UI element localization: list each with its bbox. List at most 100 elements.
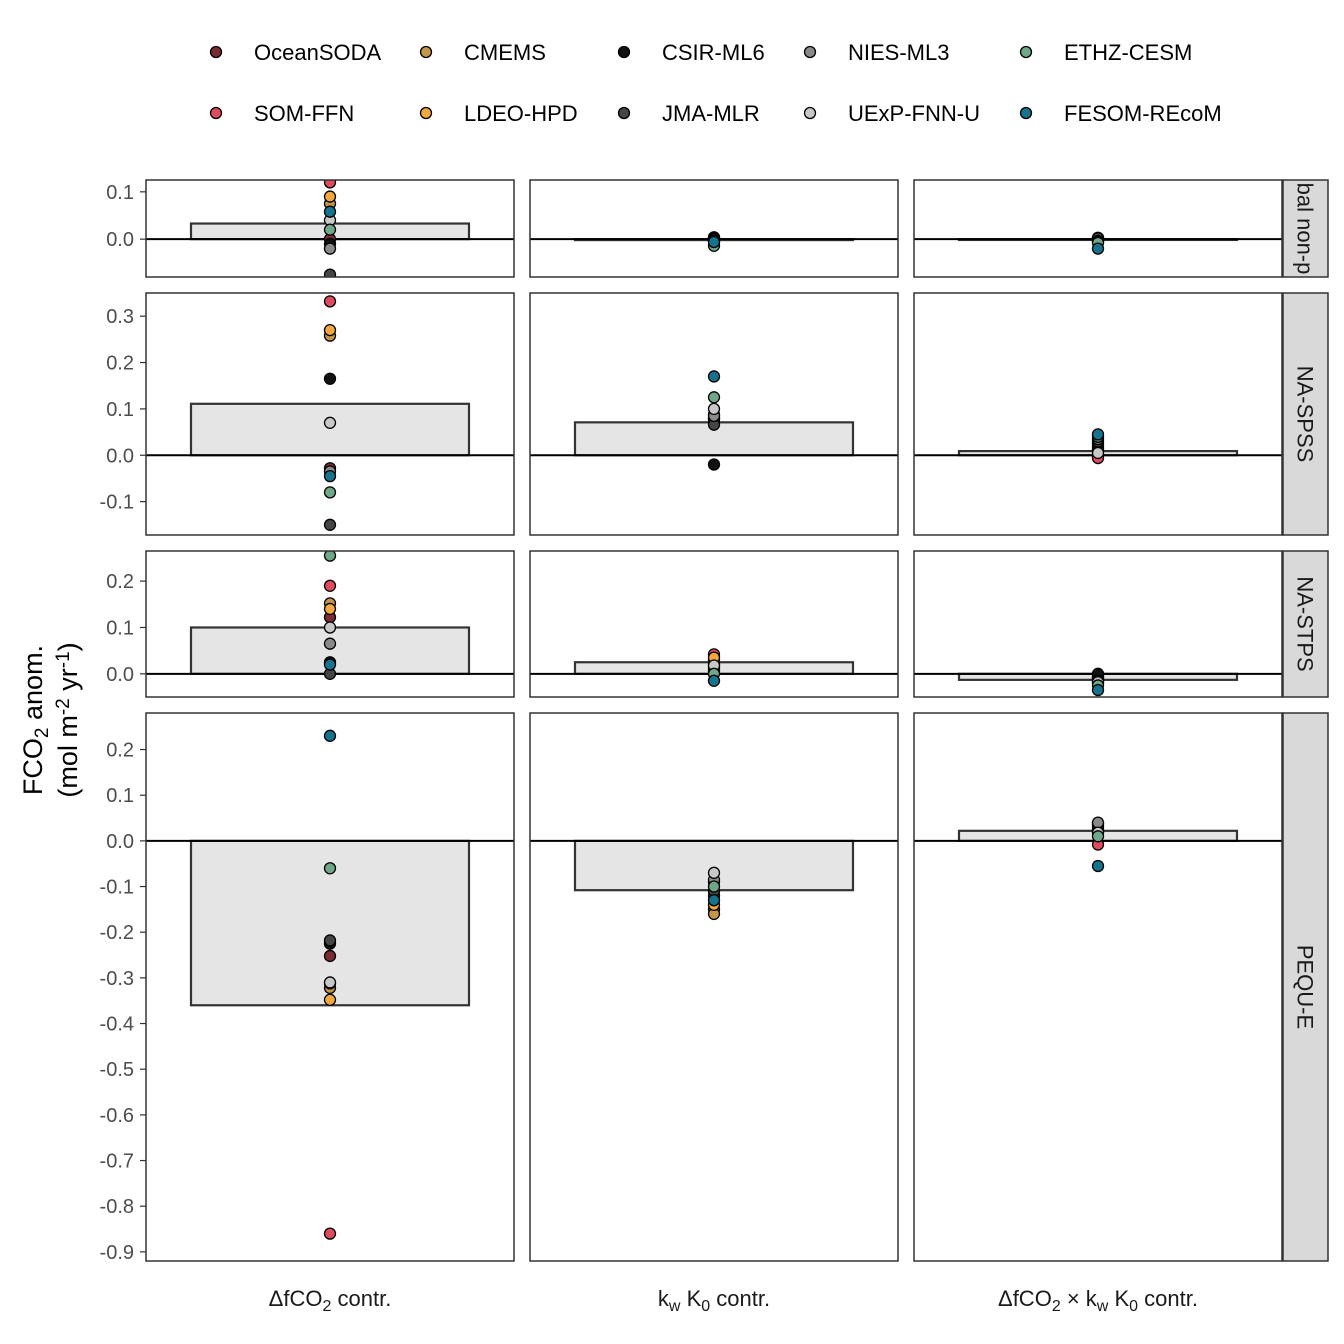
facet-panel bbox=[145, 179, 515, 278]
data-point bbox=[323, 976, 337, 989]
strip-label: bal non-p bbox=[1293, 183, 1318, 275]
strip-background bbox=[1282, 550, 1329, 698]
data-point bbox=[323, 268, 337, 277]
y-tick-label: -0.9 bbox=[100, 1242, 134, 1264]
y-tick-label: 0.1 bbox=[106, 182, 134, 204]
data-point bbox=[1091, 242, 1105, 255]
legend-marker bbox=[419, 106, 433, 120]
column-label: kw K0 contr. bbox=[658, 1286, 770, 1315]
y-axis-title-line2: (mol m-2 yr-1) bbox=[53, 642, 83, 797]
y-tick-label: -0.3 bbox=[100, 968, 134, 990]
facet-panel bbox=[913, 550, 1283, 698]
data-point bbox=[323, 729, 337, 742]
data-point bbox=[323, 323, 337, 337]
y-tick-label: -0.5 bbox=[100, 1059, 134, 1081]
panel-border bbox=[145, 179, 515, 278]
y-axis-title: FCO2 anom.(mol m-2 yr-1) bbox=[18, 642, 83, 797]
facet-panel bbox=[913, 712, 1283, 1262]
facet-panel bbox=[913, 292, 1283, 536]
facet-strip: NA-STPS bbox=[1282, 550, 1329, 698]
legend-label: CSIR-ML6 bbox=[662, 40, 765, 65]
panel-border bbox=[529, 550, 899, 698]
facet-strip: NA-SPSS bbox=[1282, 292, 1329, 536]
panel-border bbox=[145, 292, 515, 536]
panel-grid: 0.0 0.1 -0.1 0.0 0.1 0.2 0.3 0.0 0.1 0.2 -0.9 -0.8 -… bbox=[100, 179, 1283, 1264]
data-point bbox=[323, 518, 337, 531]
legend-marker bbox=[209, 106, 223, 120]
data-point bbox=[323, 469, 337, 483]
facet-panel bbox=[145, 292, 515, 536]
data-point bbox=[1091, 859, 1105, 873]
column-label: ΔfCO2 × kw K0 contr. bbox=[998, 1286, 1198, 1315]
data-point bbox=[1091, 683, 1105, 697]
data-point bbox=[323, 295, 337, 308]
legend-label: FESOM-REcoM bbox=[1064, 101, 1222, 126]
y-tick-label: 0.0 bbox=[106, 445, 134, 467]
panel-border bbox=[529, 179, 899, 278]
y-tick-label: 0.0 bbox=[106, 664, 134, 686]
data-point bbox=[323, 242, 337, 255]
panel-background bbox=[914, 713, 1282, 1261]
column-label: ΔfCO2 contr. bbox=[269, 1286, 392, 1315]
mean-bar bbox=[189, 402, 471, 457]
legend-item: OceanSODA bbox=[209, 40, 381, 65]
data-point bbox=[707, 391, 721, 404]
data-point bbox=[707, 674, 721, 687]
strip-background bbox=[1282, 179, 1329, 278]
legend-item: CSIR-ML6 bbox=[617, 40, 765, 65]
data-point bbox=[323, 416, 337, 429]
legend-marker bbox=[419, 45, 433, 59]
facet-panel bbox=[145, 712, 515, 1262]
data-point bbox=[323, 658, 337, 671]
legend-item: UExP-FNN-U bbox=[803, 101, 980, 126]
data-point bbox=[1091, 446, 1105, 460]
legend-item: CMEMS bbox=[419, 40, 546, 65]
data-point bbox=[323, 180, 337, 189]
y-tick-label: 0.0 bbox=[106, 229, 134, 251]
legend-label: LDEO-HPD bbox=[464, 101, 578, 126]
legend: OceanSODA CMEMS CSIR-ML6 NIES-ML3 ETHZ-CESM S… bbox=[209, 40, 1222, 126]
y-tick-label: 0.1 bbox=[106, 399, 134, 421]
legend-marker bbox=[803, 106, 817, 120]
column-labels: ΔfCO2 contr. kw K0 contr. ΔfCO2 × kw K0 co… bbox=[269, 1286, 1198, 1315]
legend-item: ETHZ-CESM bbox=[1019, 40, 1192, 65]
data-point bbox=[323, 205, 337, 218]
y-tick-label: 0.2 bbox=[106, 740, 134, 762]
legend-item: JMA-MLR bbox=[617, 101, 760, 126]
legend-label: NIES-ML3 bbox=[848, 40, 949, 65]
legend-marker bbox=[617, 106, 631, 120]
legend-marker bbox=[617, 45, 631, 59]
panel-border bbox=[529, 292, 899, 536]
data-point bbox=[1091, 830, 1105, 843]
data-point bbox=[323, 602, 337, 616]
strip-background bbox=[1282, 292, 1329, 536]
facet-panel bbox=[913, 179, 1283, 278]
legend-item: SOM-FFN bbox=[209, 101, 354, 126]
y-tick-label: 0.3 bbox=[106, 306, 134, 328]
facet-strip: PEQU-E bbox=[1282, 712, 1329, 1262]
panel-background bbox=[914, 180, 1282, 277]
strip-label: NA-STPS bbox=[1293, 576, 1318, 671]
data-point bbox=[323, 637, 337, 650]
data-point bbox=[1091, 816, 1105, 829]
panel-background bbox=[914, 293, 1282, 535]
facet-strip: bal non-p bbox=[1282, 179, 1329, 278]
data-point bbox=[707, 458, 721, 471]
panel-border bbox=[913, 550, 1283, 698]
y-axis-title-line1: FCO2 anom. bbox=[18, 645, 53, 795]
panel-border bbox=[913, 179, 1283, 278]
strip-background bbox=[1282, 712, 1329, 1262]
y-tick-label: 0.1 bbox=[106, 785, 134, 807]
data-point bbox=[323, 486, 337, 499]
legend-marker bbox=[209, 45, 223, 59]
y-tick-label: -0.7 bbox=[100, 1151, 134, 1173]
panel-border bbox=[529, 712, 899, 1262]
y-tick-label: -0.4 bbox=[100, 1014, 134, 1036]
legend-label: OceanSODA bbox=[254, 40, 381, 65]
data-point bbox=[323, 190, 337, 203]
y-tick-label: 0.2 bbox=[106, 571, 134, 593]
data-point bbox=[323, 551, 337, 562]
data-point bbox=[323, 621, 337, 634]
y-tick-label: 0.0 bbox=[106, 831, 134, 853]
